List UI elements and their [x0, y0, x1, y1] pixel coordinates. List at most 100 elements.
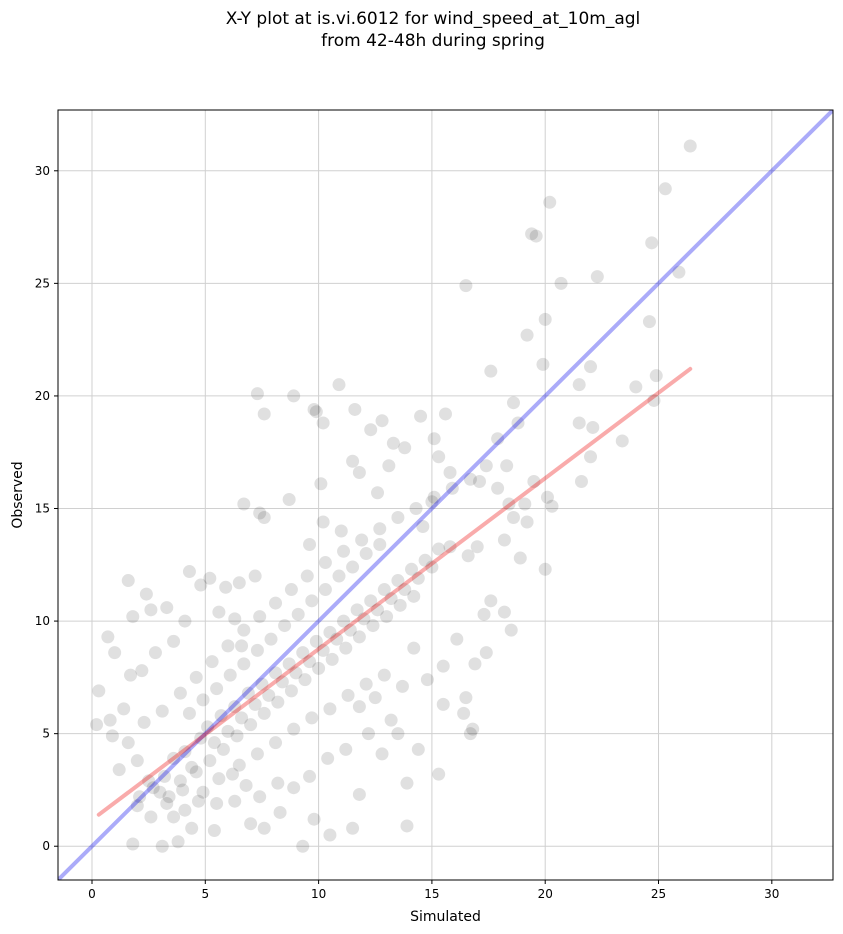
- scatter-point: [584, 450, 598, 464]
- scatter-point: [237, 497, 251, 511]
- scatter-point: [491, 432, 505, 446]
- x-tick-label: 15: [424, 887, 439, 901]
- scatter-point: [103, 713, 117, 727]
- x-tick-label: 25: [651, 887, 666, 901]
- chart-title-line-2: from 42-48h during spring: [321, 31, 545, 51]
- scatter-point: [346, 821, 360, 835]
- scatter-point: [253, 506, 267, 520]
- scatter-point: [287, 389, 301, 403]
- scatter-point: [318, 583, 332, 597]
- scatter-point: [307, 812, 321, 826]
- scatter-point: [185, 821, 199, 835]
- scatter-point: [443, 465, 457, 479]
- scatter-point: [350, 603, 364, 617]
- scatter-point: [167, 634, 181, 648]
- scatter-point: [506, 396, 520, 410]
- x-tick-label: 10: [311, 887, 326, 901]
- scatter-point: [262, 688, 276, 702]
- scatter-point: [287, 722, 301, 736]
- scatter-point: [672, 265, 686, 279]
- scatter-point: [112, 763, 126, 777]
- scatter-point: [232, 576, 246, 590]
- scatter-point: [278, 619, 292, 633]
- scatter-point: [275, 675, 289, 689]
- scatter-point: [316, 515, 330, 529]
- regression-line: [96, 366, 693, 817]
- scatter-point: [196, 693, 210, 707]
- scatter-point: [352, 787, 366, 801]
- chart-title: X-Y plot at is.vi.6012 for wind_speed_at…: [0, 8, 843, 52]
- scatter-point: [201, 720, 215, 734]
- scatter-point: [173, 686, 187, 700]
- scatter-point: [158, 769, 172, 783]
- scatter-point: [518, 497, 532, 511]
- scatter-point: [361, 727, 375, 741]
- x-tick-label: 5: [201, 887, 209, 901]
- scatter-point: [307, 402, 321, 416]
- scatter-point: [461, 549, 475, 563]
- scatter-point: [121, 574, 135, 588]
- scatter-point: [590, 270, 604, 284]
- scatter-point: [346, 560, 360, 574]
- scatter-point: [178, 614, 192, 628]
- scatter-point: [203, 754, 217, 768]
- scatter-point: [398, 441, 412, 455]
- scatter-point: [124, 668, 138, 682]
- scatter-point: [584, 360, 598, 374]
- scatter-point: [105, 729, 119, 743]
- scatter-point: [334, 524, 348, 538]
- scatter-point: [538, 312, 552, 326]
- scatter-point: [586, 420, 600, 434]
- scatter-point: [303, 655, 317, 669]
- scatter-point: [513, 551, 527, 565]
- scatter-point: [101, 630, 115, 644]
- scatter-point: [269, 596, 283, 610]
- scatter-point: [250, 387, 264, 401]
- scatter-point: [373, 538, 387, 552]
- scatter-point: [241, 686, 255, 700]
- scatter-point: [459, 691, 473, 705]
- scatter-point: [352, 465, 366, 479]
- scatter-point: [400, 819, 414, 833]
- scatter-point: [529, 229, 543, 243]
- scatter-point: [339, 742, 353, 756]
- scatter-point: [470, 540, 484, 554]
- scatter-point: [237, 623, 251, 637]
- scatter-point: [377, 583, 391, 597]
- scatter-point: [239, 778, 253, 792]
- scatter-point: [357, 612, 371, 626]
- scatter-point: [139, 587, 153, 601]
- scatter-point: [173, 774, 187, 788]
- scatter-point: [545, 499, 559, 513]
- scatter-point: [355, 533, 369, 547]
- scatter-point: [228, 700, 242, 714]
- scatter-point: [425, 495, 439, 509]
- scatter-point: [359, 547, 373, 561]
- scatter-point: [457, 706, 471, 720]
- scatter-point: [108, 646, 122, 660]
- scatter-point: [235, 639, 249, 653]
- scatter-point: [391, 727, 405, 741]
- scatter-point: [253, 610, 267, 624]
- scatter-point: [289, 666, 303, 680]
- scatter-point: [185, 760, 199, 774]
- scatter-point: [284, 684, 298, 698]
- scatter-point: [343, 623, 357, 637]
- scatter-point: [395, 679, 409, 693]
- scatter-point: [427, 490, 441, 504]
- scatter-point: [318, 556, 332, 570]
- scatter-point: [182, 565, 196, 579]
- scatter-point: [257, 706, 271, 720]
- scatter-point: [540, 490, 554, 504]
- scatter-point: [439, 407, 452, 421]
- scatter-point: [371, 603, 385, 617]
- scatter-point: [305, 594, 319, 608]
- scatter-point: [271, 776, 285, 790]
- scatter-point: [459, 279, 473, 293]
- scatter-point: [420, 673, 434, 687]
- scatter-point: [221, 724, 235, 738]
- scatter-point: [384, 713, 398, 727]
- scatter-point: [298, 673, 312, 687]
- y-tick-label: 30: [35, 164, 50, 178]
- scatter-point: [250, 643, 264, 657]
